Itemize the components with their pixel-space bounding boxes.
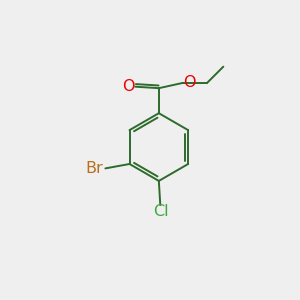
Text: O: O [123, 79, 135, 94]
Text: Br: Br [85, 161, 103, 176]
Text: Cl: Cl [153, 204, 169, 219]
Text: O: O [183, 75, 196, 90]
